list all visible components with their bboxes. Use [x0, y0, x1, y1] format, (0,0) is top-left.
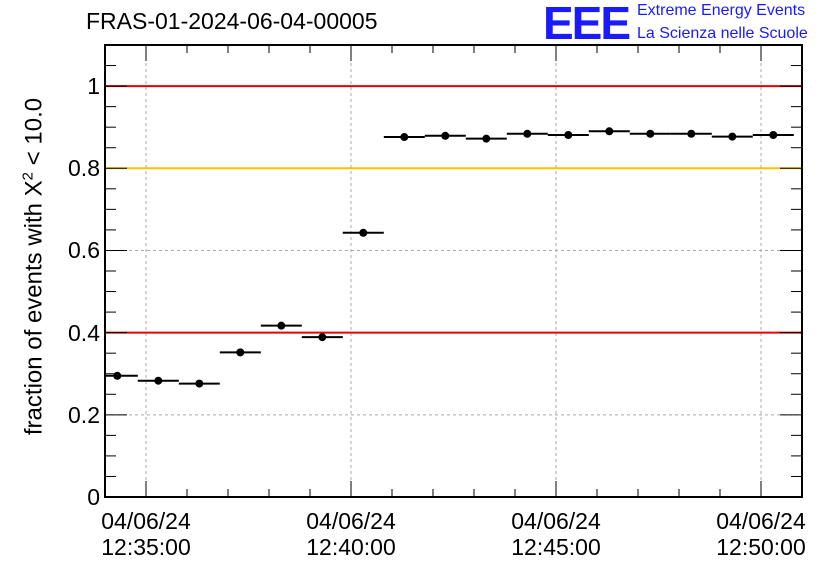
plot-frame	[104, 44, 803, 498]
chart-title: FRAS-01-2024-06-04-00005	[86, 8, 378, 34]
x-tick-time: 12:45:00	[511, 534, 601, 560]
data-point	[236, 348, 245, 357]
y-tick-label: 0.2	[68, 401, 100, 428]
x-tick-date: 04/06/24	[716, 508, 806, 534]
data-point	[687, 129, 696, 138]
x-tick-time: 12:35:00	[101, 534, 191, 560]
y-tick-label: 0	[87, 484, 100, 510]
data-point	[441, 131, 450, 140]
x-tick-date: 04/06/24	[511, 508, 601, 534]
x-tick-time: 12:40:00	[306, 534, 396, 560]
data-point	[277, 321, 286, 330]
data-point	[400, 133, 409, 142]
axis-ticks	[104, 44, 803, 498]
x-tick-date: 04/06/24	[101, 508, 191, 534]
data-point	[564, 130, 573, 139]
y-tick-label: 0.8	[68, 155, 100, 182]
x-tick-label: 04/06/24 12:35:00	[76, 508, 216, 560]
data-point	[318, 333, 327, 342]
data-point	[195, 379, 204, 388]
logo-subtitle-line2: La Scienza nelle Scuole	[637, 25, 808, 42]
data-point	[605, 127, 614, 136]
y-tick-label: 0.4	[68, 319, 100, 346]
data-point	[113, 371, 122, 380]
reference-lines	[105, 85, 802, 334]
x-tick-time: 12:50:00	[716, 534, 806, 560]
x-tick-label: 04/06/24 12:50:00	[691, 508, 831, 560]
data-points	[105, 127, 794, 388]
eee-logo: EEE	[543, 0, 631, 49]
data-point	[769, 130, 778, 139]
data-point	[482, 134, 491, 143]
x-tick-label: 04/06/24 12:45:00	[486, 508, 626, 560]
data-point	[359, 228, 368, 237]
data-point	[523, 129, 532, 138]
data-point	[154, 376, 163, 385]
y-tick-label: 0.6	[68, 237, 100, 264]
data-point	[728, 132, 737, 141]
x-tick-date: 04/06/24	[306, 508, 396, 534]
x-tick-label: 04/06/24 12:40:00	[281, 508, 421, 560]
logo-subtitle-line1: Extreme Energy Events	[637, 2, 806, 19]
y-tick-label: 1	[87, 73, 100, 100]
data-point	[646, 129, 655, 138]
grid-lines	[105, 45, 802, 497]
